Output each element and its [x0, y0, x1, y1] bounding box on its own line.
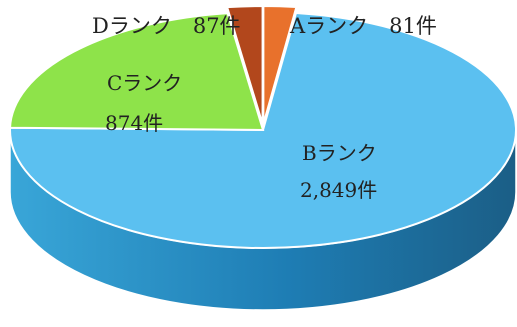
- label-b-rank-value: 2,849件: [300, 178, 377, 202]
- label-c-rank-value: 874件: [105, 111, 163, 135]
- pie-slice-Dランク: [225, 5, 264, 125]
- label-d-rank: Dランク 87件: [92, 14, 241, 38]
- label-c-rank-name: Cランク: [107, 71, 182, 95]
- label-b-rank-name: Bランク: [302, 141, 377, 165]
- pie-slices: [9, 5, 517, 249]
- label-a-rank: Aランク 81件: [289, 14, 437, 38]
- pie-slice-Cランク: [9, 12, 265, 132]
